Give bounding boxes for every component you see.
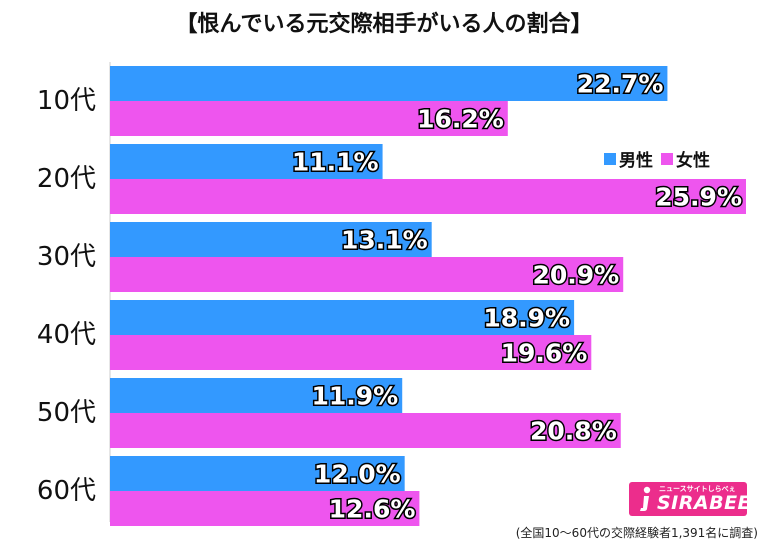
bar-male (110, 456, 405, 491)
logo-tagline: ニュースサイトしらべぇ (659, 485, 736, 493)
value-label-female: 16.2% (417, 105, 504, 134)
logo-i-mark-icon (640, 486, 651, 511)
legend-label-female: 女性 (676, 151, 710, 171)
legend: 男性 女性 (604, 146, 710, 171)
value-label-female: 19.6% (501, 339, 588, 368)
bar-male (110, 66, 668, 101)
survey-note: (全国10〜60代の交際経験者1,391名に調査) (515, 526, 758, 540)
value-label-male: 11.9% (311, 382, 398, 411)
category-label: 50代 (37, 398, 96, 428)
legend-swatch-male (604, 152, 616, 165)
bar-male (110, 300, 575, 335)
value-label-male: 11.1% (292, 148, 379, 177)
legend-item-female: 女性 (661, 146, 710, 171)
value-label-male: 12.0% (314, 460, 401, 489)
bar-female (110, 179, 746, 214)
logo-wordmark: SIRABEE (657, 492, 747, 514)
value-label-female: 25.9% (655, 183, 742, 212)
value-label-female: 20.9% (532, 261, 619, 290)
category-label: 40代 (37, 320, 96, 350)
category-label: 10代 (37, 86, 96, 116)
bar-female (110, 491, 420, 526)
category-label: 30代 (37, 242, 96, 272)
bar-female (110, 335, 592, 370)
sirabee-logo: ニュースサイトしらべぇ SIRABEE (629, 482, 747, 516)
value-label-female: 12.6% (329, 495, 416, 524)
category-label: 60代 (37, 476, 96, 506)
value-label-male: 22.7% (577, 70, 664, 99)
value-label-male: 18.9% (483, 304, 570, 333)
bar-male (110, 144, 383, 179)
value-label-female: 20.8% (530, 417, 617, 446)
bar-female (110, 413, 621, 448)
bar-male (110, 378, 403, 413)
legend-swatch-female (661, 152, 673, 165)
value-label-male: 13.1% (341, 226, 428, 255)
bar-female (110, 101, 508, 136)
bar-female (110, 257, 624, 292)
legend-label-male: 男性 (619, 151, 653, 171)
legend-item-male: 男性 (604, 146, 653, 171)
chart-title: 【恨んでいる元交際相手がいる人の割合】 (175, 12, 593, 37)
category-label: 20代 (37, 164, 96, 194)
bar-male (110, 222, 432, 257)
